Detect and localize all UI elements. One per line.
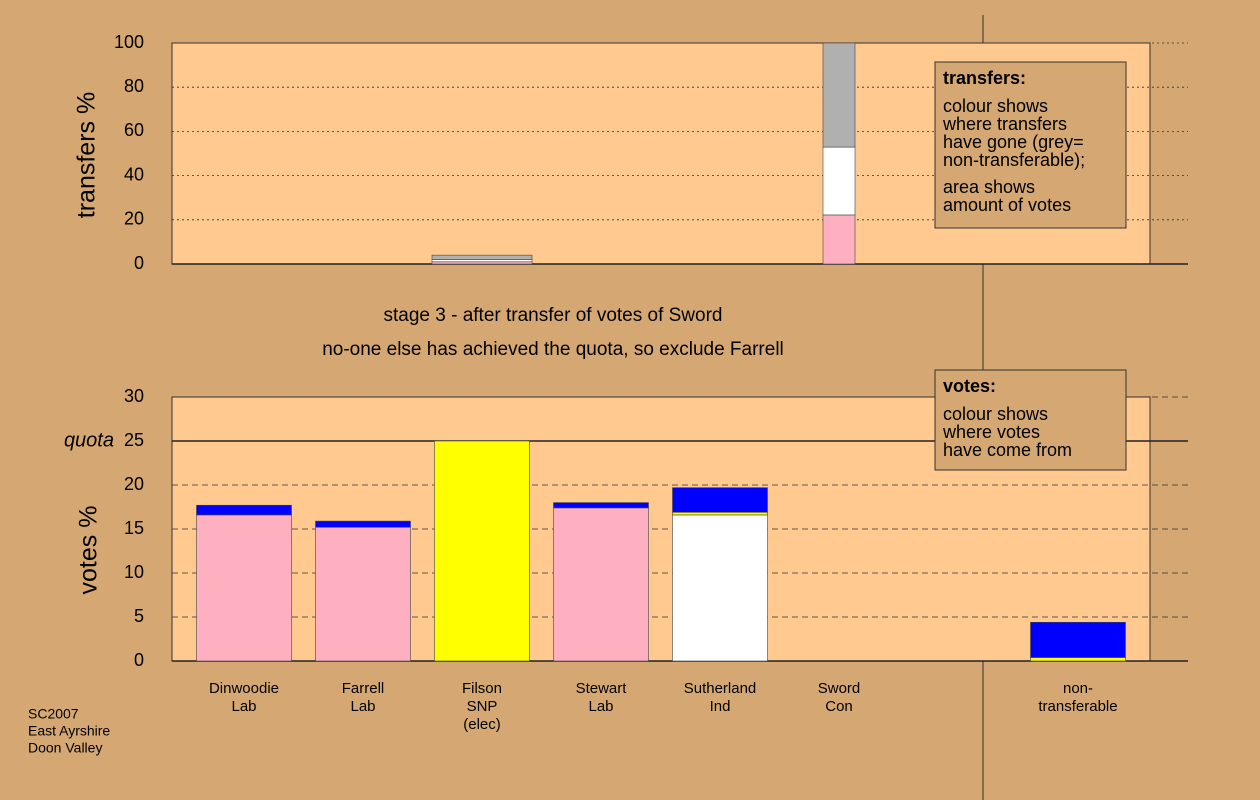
y-axis-label: votes % [75, 506, 103, 595]
annotation-text: where transfers [942, 114, 1067, 134]
y-tick-label: 5 [134, 606, 144, 626]
y-tick-label: 20 [124, 209, 144, 229]
x-tick-label: Filson [462, 680, 502, 697]
y-tick-label: 10 [124, 562, 144, 582]
bar-segment [431, 259, 533, 263]
x-tick-label: Con [825, 698, 853, 715]
bar-segment [822, 146, 856, 216]
x-tick-label: Lab [588, 698, 613, 715]
annotation-text: area shows [943, 177, 1035, 197]
x-tick-label: SNP [467, 698, 498, 715]
y-tick-label: 30 [124, 386, 144, 406]
y-tick-label: 60 [124, 120, 144, 140]
footnote: Doon Valley [28, 740, 102, 756]
bar-segment [822, 42, 856, 148]
x-tick-label: transferable [1038, 698, 1117, 715]
bar-segment [672, 514, 768, 662]
bar-segment [822, 214, 856, 265]
y-tick-label: 0 [134, 253, 144, 273]
quota-label: quota [64, 429, 114, 451]
footnote: SC2007 [28, 706, 79, 722]
bar-segment [553, 507, 649, 662]
y-tick-label: 0 [134, 650, 144, 670]
heading: stage 3 - after transfer of votes of Swo… [384, 305, 723, 326]
annotation-title: votes: [943, 376, 996, 396]
annotation-text: non-transferable); [943, 150, 1085, 170]
x-tick-label: Farrell [342, 680, 385, 697]
y-tick-label: 100 [114, 32, 144, 52]
bar-segment [1030, 621, 1126, 658]
x-tick-label: Lab [350, 698, 375, 715]
bar-segment [315, 520, 411, 528]
annotation-text: colour shows [943, 96, 1048, 116]
bar-segment [315, 526, 411, 662]
bar-segment [196, 514, 292, 662]
x-tick-label: Ind [710, 698, 731, 715]
heading: no-one else has achieved the quota, so e… [322, 339, 784, 360]
y-tick-label: 80 [124, 76, 144, 96]
x-tick-label: Stewart [576, 680, 628, 697]
annotation-text: where votes [942, 422, 1040, 442]
annotation-title: transfers: [943, 68, 1026, 88]
y-tick-label: 15 [124, 518, 144, 538]
bar-segment [1030, 657, 1126, 662]
bar-segment [431, 261, 533, 265]
y-axis-label: transfers % [73, 92, 101, 218]
x-tick-label: Lab [231, 698, 256, 715]
bar-segment [553, 502, 649, 509]
annotation-text: colour shows [943, 404, 1048, 424]
footnote: East Ayrshire [28, 723, 110, 739]
y-tick-label: 20 [124, 474, 144, 494]
bar-segment [431, 254, 533, 260]
bar-segment [672, 487, 768, 513]
bar-segment [434, 440, 530, 662]
annotation-text: have come from [943, 440, 1072, 460]
x-tick-label: Sword [818, 680, 861, 697]
x-tick-label: Sutherland [684, 680, 757, 697]
annotation-text: amount of votes [943, 195, 1071, 215]
y-tick-label: 25 [124, 430, 144, 450]
bar-segment [672, 511, 768, 516]
x-tick-label: Dinwoodie [209, 680, 279, 697]
y-tick-label: 40 [124, 164, 144, 184]
annotation-box [934, 61, 1127, 229]
x-tick-label: non- [1063, 680, 1093, 697]
x-tick-label: (elec) [463, 716, 501, 733]
annotation-box [934, 369, 1127, 471]
annotation-text: have gone (grey= [943, 132, 1084, 152]
bar-segment [196, 504, 292, 516]
